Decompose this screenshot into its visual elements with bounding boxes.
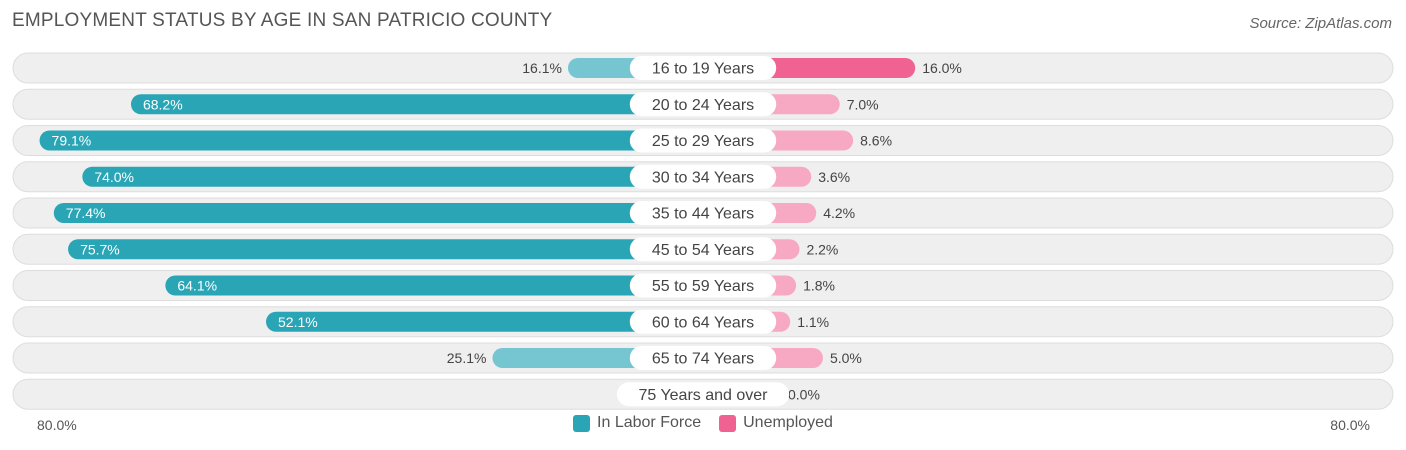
- category-label: 60 to 64 Years: [652, 314, 754, 331]
- category-label-background: [616, 382, 790, 407]
- value-label-unemployed: 1.8%: [803, 278, 835, 294]
- legend-label-unemployed: Unemployed: [743, 414, 833, 431]
- value-label-unemployed: 8.6%: [860, 133, 892, 149]
- value-label-labor-force: 64.1%: [177, 278, 217, 294]
- legend: In Labor Force Unemployed: [0, 414, 1406, 432]
- value-label-unemployed: 7.0%: [847, 96, 879, 112]
- value-label-labor-force: 74.0%: [94, 169, 134, 185]
- legend-item-labor-force[interactable]: In Labor Force: [573, 414, 701, 432]
- category-label-background: [629, 273, 777, 298]
- category-label: 20 to 24 Years: [652, 97, 754, 114]
- value-label-labor-force: 52.1%: [278, 314, 318, 330]
- category-label: 45 to 54 Years: [652, 242, 754, 259]
- bar-labor-force: [130, 94, 703, 115]
- axis-label-left: 80.0%: [37, 417, 77, 433]
- value-label-unemployed: 3.6%: [818, 169, 850, 185]
- value-label-unemployed: 16.0%: [922, 60, 962, 76]
- chart-title: EMPLOYMENT STATUS BY AGE IN SAN PATRICIO…: [12, 10, 553, 31]
- category-label-background: [629, 56, 777, 80]
- category-label-background: [629, 128, 777, 153]
- value-label-labor-force: 77.4%: [66, 205, 106, 221]
- category-label-background: [629, 237, 777, 262]
- category-label: 75 Years and over: [639, 387, 769, 404]
- value-label-labor-force: 75.7%: [80, 241, 120, 257]
- category-label: 55 to 59 Years: [652, 278, 754, 295]
- bar-labor-force: [266, 311, 703, 332]
- category-label: 35 to 44 Years: [652, 206, 754, 223]
- category-label-background: [629, 92, 777, 117]
- value-label-unemployed: 4.2%: [823, 205, 855, 221]
- value-label-unemployed: 0.0%: [788, 386, 820, 402]
- bar-labor-force: [39, 130, 703, 151]
- bar-labor-force: [165, 275, 703, 296]
- bar-labor-force: [53, 203, 704, 223]
- value-label-labor-force: 68.2%: [143, 96, 183, 112]
- value-label-unemployed: 5.0%: [830, 350, 862, 366]
- legend-item-unemployed[interactable]: Unemployed: [719, 414, 833, 432]
- source-credit: Source: ZipAtlas.com: [1249, 15, 1392, 32]
- bar-labor-force: [82, 166, 703, 187]
- axis-label-right: 80.0%: [1330, 417, 1370, 433]
- category-label: 25 to 29 Years: [652, 133, 754, 150]
- value-label-unemployed: 2.2%: [806, 241, 838, 257]
- bar-labor-force: [68, 239, 703, 260]
- legend-label-labor-force: In Labor Force: [597, 414, 702, 431]
- category-label-background: [629, 309, 777, 334]
- category-label-background: [629, 164, 777, 189]
- category-label-background: [629, 201, 777, 225]
- category-label: 30 to 34 Years: [652, 169, 754, 186]
- category-label: 16 to 19 Years: [652, 61, 754, 78]
- legend-swatch-unemployed: [719, 414, 737, 432]
- category-label: 65 to 74 Years: [652, 351, 754, 368]
- value-label-unemployed: 1.1%: [797, 314, 829, 330]
- value-label-labor-force: 25.1%: [447, 350, 487, 366]
- category-label-background: [629, 346, 777, 370]
- legend-swatch-labor-force: [573, 414, 591, 432]
- value-label-labor-force: 79.1%: [52, 133, 92, 149]
- value-label-labor-force: 16.1%: [522, 60, 562, 76]
